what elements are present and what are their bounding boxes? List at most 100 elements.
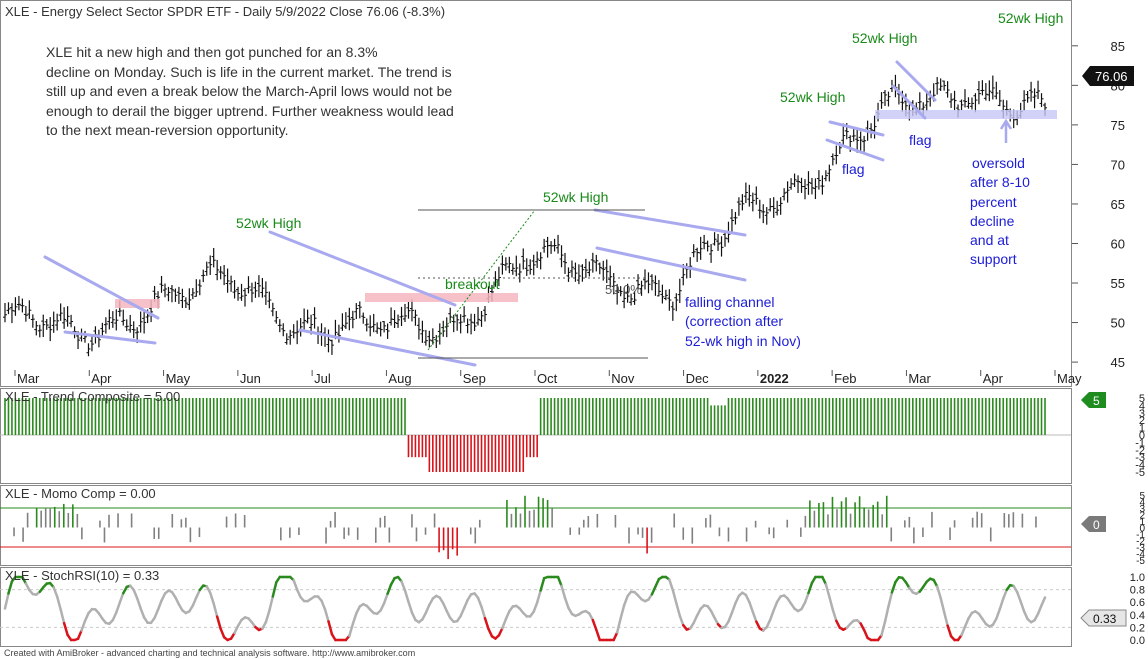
- stochrsi-segment: [219, 627, 226, 639]
- stochrsi-segment: [744, 593, 751, 604]
- stochrsi-segment: [998, 597, 1005, 611]
- stochrsi-segment: [410, 611, 417, 622]
- note-line-2: decline on Monday. Such is life in the c…: [46, 64, 452, 80]
- stochrsi-segment: [355, 605, 362, 615]
- stochrsi-segment: [208, 591, 215, 605]
- stochrsi-segment: [650, 585, 657, 596]
- stochrsi-segment: [462, 598, 469, 610]
- price-y-tick-label: 65: [1111, 197, 1125, 212]
- stochrsi-segment: [532, 601, 539, 613]
- annotation-falling-channel: falling channel (correction after 52-wk …: [685, 294, 801, 349]
- x-tick-label: Mar: [908, 371, 931, 386]
- stochrsi-segment: [821, 575, 828, 586]
- x-tick-label: May: [166, 371, 191, 386]
- stochrsi-segment: [351, 612, 358, 626]
- momo-bars: [0, 495, 1071, 560]
- momo-y-tick-label: 3: [1139, 504, 1145, 515]
- stochrsi-y-tick-label: 0.0: [1130, 635, 1145, 647]
- annotation-52wk-high-mar: 52wk High: [852, 30, 917, 46]
- stochrsi-segment: [1040, 596, 1047, 607]
- stochrsi-segment: [55, 595, 62, 611]
- stochrsi-segment: [195, 588, 202, 599]
- annotation-flag-feb: flag: [842, 161, 865, 177]
- stochrsi-segment: [883, 605, 890, 624]
- stochrsi-segment: [755, 620, 762, 630]
- stochrsi-segment: [3, 592, 10, 610]
- x-tick-label: 2022: [760, 371, 789, 386]
- x-tick-label: Jul: [314, 371, 331, 386]
- stochrsi-segment: [191, 596, 198, 607]
- trend-channel-line: [268, 230, 457, 307]
- x-tick-label: Aug: [388, 371, 411, 386]
- stochrsi-segment: [348, 622, 355, 638]
- stochrsi-segment: [995, 607, 1002, 621]
- stochrsi-segment: [890, 580, 897, 594]
- note-line-5: to the next mean-reversion opportunity.: [46, 122, 289, 138]
- trend-last-value-tag: 5: [1081, 392, 1106, 408]
- trend-y-tick-label: 3: [1139, 408, 1145, 420]
- stochrsi-segment: [615, 617, 622, 634]
- stochrsi-segment: [459, 606, 466, 618]
- stochrsi-segment: [292, 579, 299, 592]
- momo-y-tick-label: 5: [1139, 491, 1145, 502]
- x-axis: Mar Apr May Jun Jul Aug Sep Oct Nov Dec 2022 Feb Mar…: [14, 370, 1082, 386]
- annotation-52wk-high-feb: 52wk High: [780, 89, 845, 105]
- stochrsi-segment: [654, 577, 661, 588]
- stochrsi-segment: [887, 591, 894, 608]
- stochrsi-segment: [476, 596, 483, 609]
- support-band: [875, 110, 1057, 119]
- stochrsi-segment: [320, 599, 327, 611]
- stochrsi-segment: [831, 608, 838, 623]
- stochrsi-segment: [268, 595, 275, 613]
- stochrsi-segment: [1036, 604, 1043, 616]
- trend-channel-line: [298, 328, 477, 367]
- price-bars: [3, 74, 1047, 357]
- svg-text:0: 0: [1093, 518, 1100, 532]
- stochrsi-segment: [403, 589, 410, 604]
- annotation-52wk-high-may: 52wk High: [998, 10, 1063, 26]
- trend-channel-line: [43, 255, 160, 320]
- annotation-breakout: breakout: [445, 276, 500, 292]
- momo-y-tick-label: 1: [1139, 517, 1145, 528]
- x-tick-label: Apr: [91, 371, 112, 386]
- trend-y-tick-label: -2: [1135, 445, 1145, 457]
- stochrsi-segment: [560, 584, 567, 600]
- stochrsi-segment: [535, 589, 542, 604]
- stochrsi-segment: [675, 601, 682, 617]
- note-line-3: still up and even a break below the Marc…: [46, 83, 452, 99]
- stochrsi-segment: [765, 618, 772, 629]
- trend-channel-line: [825, 138, 885, 162]
- momo-y-tick-label: -1: [1136, 530, 1145, 541]
- stochrsi-segment: [1022, 610, 1029, 621]
- stochrsi-segment: [1015, 590, 1022, 603]
- note-line-1: XLE hit a new high and then got punched …: [46, 44, 378, 60]
- trend-y-tick-label: -4: [1135, 460, 1145, 472]
- trend-y-tick-label: 1: [1139, 423, 1145, 435]
- stochrsi-segment: [946, 624, 953, 638]
- stochrsi-segment: [400, 580, 407, 592]
- stochrsi-segment: [264, 609, 271, 624]
- stochrsi-segment: [59, 608, 66, 625]
- stochrsi-segment: [1002, 588, 1008, 600]
- trend-y-tick-label: 4: [1139, 400, 1145, 412]
- stochrsi-segment: [52, 586, 59, 598]
- stochrsi-segment: [772, 600, 779, 612]
- stochrsi-segment: [115, 601, 122, 614]
- stochrsi-segment: [153, 608, 160, 620]
- breakout-band-spring: [115, 299, 160, 308]
- stochrsi-segment: [730, 601, 737, 615]
- stochrsi-segment: [7, 580, 14, 595]
- stochrsi-segment: [539, 576, 546, 592]
- price-y-tick-label: 75: [1111, 118, 1125, 133]
- stochrsi-segment: [327, 620, 334, 636]
- price-overlays: [43, 60, 1057, 367]
- stochrsi-segment: [824, 583, 831, 598]
- price-last-value-tag: 76.06: [1082, 66, 1134, 86]
- stochrsi-segment: [619, 604, 626, 620]
- stochrsi-segment: [942, 610, 949, 627]
- stochrsi-y-tick-label: 1.0: [1130, 572, 1145, 584]
- stochrsi-segment: [156, 599, 163, 611]
- stochrsi-segment: [480, 605, 487, 620]
- x-tick-label: Sep: [463, 371, 486, 386]
